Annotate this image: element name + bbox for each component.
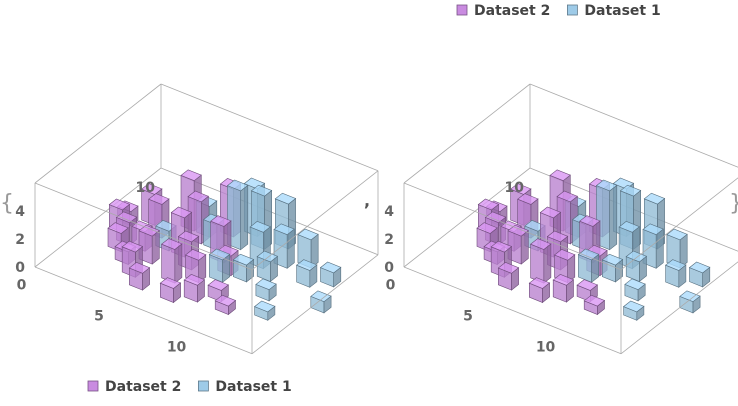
chart-2-bars [476,169,711,321]
bar-dataset-2 [530,238,552,284]
chart-1-ticks: 0 5 10 10 0 2 4 [15,180,186,356]
bar-dataset-1 [625,250,648,283]
bar-dataset-1 [256,250,279,283]
box-back-edge [529,83,738,168]
box-front-edge [251,170,379,271]
bar-dataset-2 [128,262,151,291]
list-close-brace: } [729,191,738,216]
bar-dataset-2 [552,274,575,303]
chart-2-legend: Dataset 2 Dataset 1 [456,3,661,19]
legend-swatch [197,380,209,392]
y-tick-label: 10 [136,180,156,196]
legend-swatch [87,380,99,392]
z-tick-label: 0 [15,260,25,276]
bar-dataset-1 [310,290,332,314]
bar-dataset-1 [679,290,701,314]
box-front-edge [403,266,622,355]
bar-dataset-1 [624,278,646,302]
legend-label: Dataset 2 [474,3,550,19]
x-tick-label: 10 [536,340,556,356]
bar-dataset-1 [688,261,711,288]
box-back-edge [34,167,162,268]
chart-2: 0 5 10 10 0 2 4 Dataset 2 Dataset 1 [384,3,738,356]
box-front-edge [34,266,253,355]
box-front-edge [620,261,738,355]
z-tick-label: 4 [15,204,25,220]
legend-swatch [456,4,468,16]
bar-dataset-1 [319,261,342,288]
y-tick-label: 10 [505,180,525,196]
bar-dataset-2 [183,274,206,303]
list-open-brace: { [0,191,14,216]
x-tick-label: 5 [94,309,104,325]
bar-dataset-1 [665,259,687,288]
bar-dataset-2 [528,277,551,304]
bar-dataset-2 [583,294,606,316]
legend-label: Dataset 1 [584,3,660,19]
x-tick-label: 5 [463,309,473,325]
chart-1-bars [107,169,342,321]
x-tick-label: 0 [17,278,27,294]
z-tick-label: 2 [384,232,394,248]
bar-dataset-1 [254,300,276,321]
bar-dataset-2 [497,262,520,291]
box-front-edge [620,177,738,271]
bar-dataset-1 [296,259,318,288]
z-tick-label: 4 [384,204,394,220]
legend-swatch [567,4,578,16]
bar-dataset-2 [161,238,183,284]
chart-1: 0 5 10 10 0 2 4 Dataset 2 Dataset 1 [15,83,379,395]
box-back-edge [34,83,162,184]
box-front-edge [251,254,379,355]
box-front-edge [34,182,253,271]
list-separator: , [364,191,370,210]
bar-dataset-2 [507,224,529,265]
chart-1-legend: Dataset 2 Dataset 1 [87,379,292,395]
bar-dataset-2 [159,277,182,304]
bar-dataset-2 [214,294,237,316]
bar-dataset-1 [232,253,255,283]
box-front-edge [403,182,622,271]
z-tick-label: 2 [15,232,25,248]
legend-label: Dataset 1 [215,379,291,395]
bar-dataset-1 [255,278,277,302]
bar-dataset-1 [623,300,645,321]
bar-dataset-1 [577,248,600,283]
z-tick-label: 0 [384,260,394,276]
box-back-edge [403,83,531,184]
legend-label: Dataset 2 [105,379,181,395]
bar-dataset-1 [666,228,688,269]
chart-2-ticks: 0 5 10 10 0 2 4 [384,180,555,356]
bar-dataset-1 [601,253,624,283]
box-back-edge [403,167,531,268]
x-tick-label: 10 [167,340,187,356]
chart-1-box-front [34,170,379,355]
chart-2-box-front [403,177,738,355]
x-tick-label: 0 [386,278,396,294]
box-back-edge [160,83,379,172]
